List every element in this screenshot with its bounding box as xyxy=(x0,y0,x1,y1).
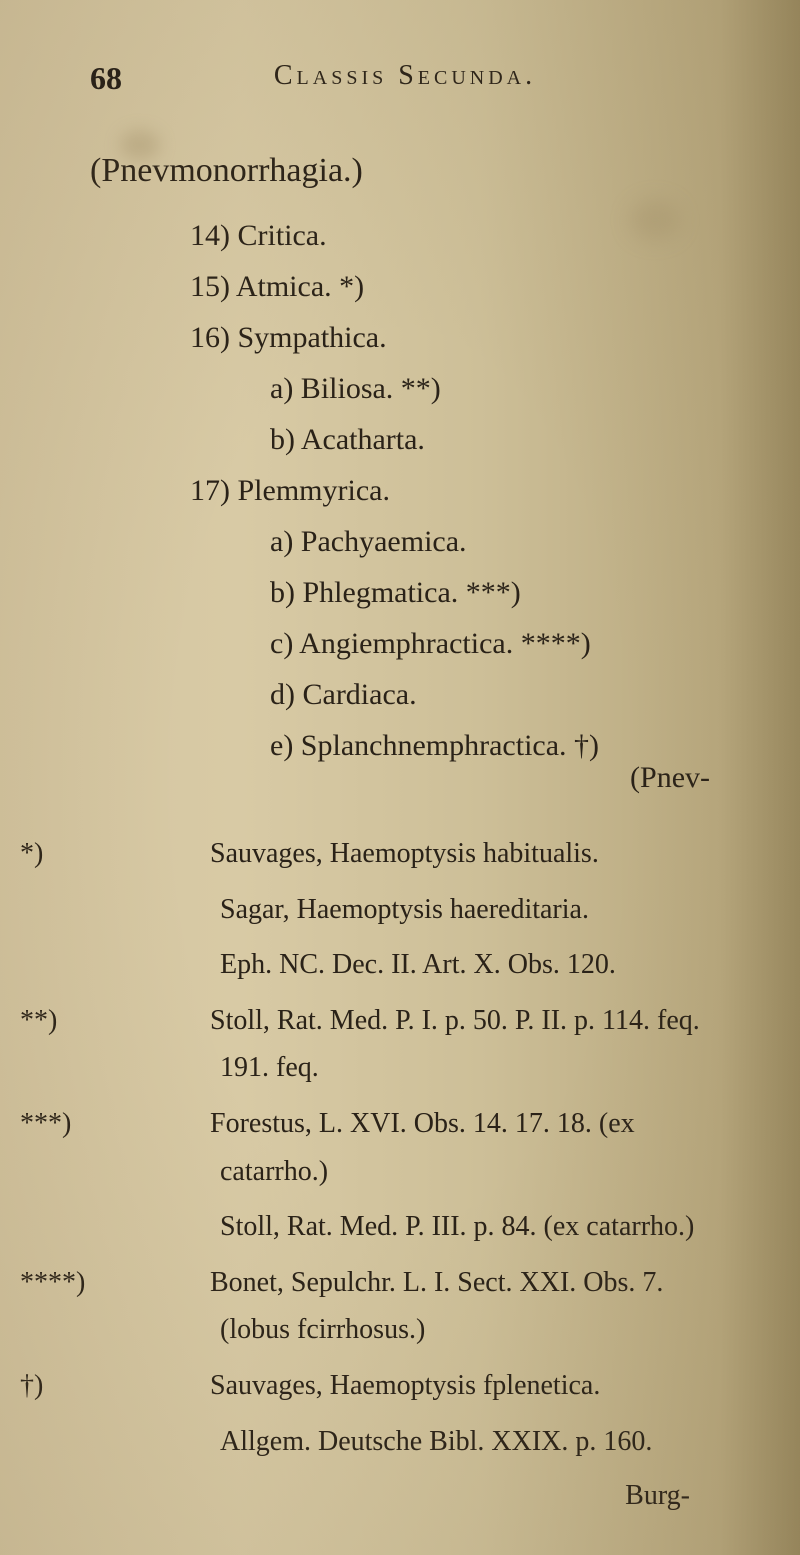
section-title: (Pnevmonorrhagia.) xyxy=(90,152,720,190)
catchword: Burg- xyxy=(90,1480,690,1512)
list-subitem: c) Angiemphractica. ****) xyxy=(270,618,720,669)
footnote: *)Sauvages, Haemoptysis habitualis. xyxy=(120,830,720,878)
footnote: ***)Forestus, L. XVI. Obs. 14. 17. 18. (… xyxy=(120,1100,720,1195)
footnote: Stoll, Rat. Med. P. III. p. 84. (ex cata… xyxy=(220,1203,720,1251)
footnote: †)Sauvages, Haemoptysis fplenetica. xyxy=(120,1362,720,1410)
footnote: **)Stoll, Rat. Med. P. I. p. 50. P. II. … xyxy=(120,997,720,1092)
list-subitem: d) Cardiaca. xyxy=(270,669,720,720)
list-subitem: a) Pachyaemica. xyxy=(270,516,720,567)
footnote-text: Sauvages, Haemoptysis fplenetica. xyxy=(210,1370,600,1401)
footnote: ****)Bonet, Sepulchr. L. I. Sect. XXI. O… xyxy=(120,1259,720,1354)
footnote-text: Stoll, Rat. Med. P. I. p. 50. P. II. p. … xyxy=(210,1005,700,1084)
footnote-text: Forestus, L. XVI. Obs. 14. 17. 18. (ex c… xyxy=(210,1108,635,1187)
footnote-marker: †) xyxy=(120,1362,210,1410)
footnote-marker: ****) xyxy=(120,1259,210,1307)
footnote: Sagar, Haemoptysis haereditaria. xyxy=(220,886,720,934)
footnotes-section: *)Sauvages, Haemoptysis habitualis. Saga… xyxy=(90,830,720,1465)
footnote: Eph. NC. Dec. II. Art. X. Obs. 120. xyxy=(220,941,720,989)
page-header: Classis Secunda. xyxy=(90,60,720,92)
footnote-text: Sauvages, Haemoptysis habitualis. xyxy=(210,838,599,869)
footnote-text: Bonet, Sepulchr. L. I. Sect. XXI. Obs. 7… xyxy=(210,1267,663,1346)
list-subitem: a) Biliosa. **) xyxy=(270,363,720,414)
footnote-marker: **) xyxy=(120,997,210,1045)
footnote: Allgem. Deutsche Bibl. XXIX. p. 160. xyxy=(220,1418,720,1466)
list-subitem: b) Phlegmatica. ***) xyxy=(270,567,720,618)
page-number: 68 xyxy=(90,60,122,97)
footnote-marker: *) xyxy=(120,830,210,878)
foxing-spot xyxy=(120,130,160,160)
foxing-spot xyxy=(630,200,680,240)
list-item: 16) Sympathica. xyxy=(190,312,720,363)
list-item: 17) Plemmyrica. xyxy=(190,465,720,516)
list-item: 15) Atmica. *) xyxy=(190,261,720,312)
list-subitem: b) Acatharta. xyxy=(270,414,720,465)
footnote-marker: ***) xyxy=(120,1100,210,1148)
